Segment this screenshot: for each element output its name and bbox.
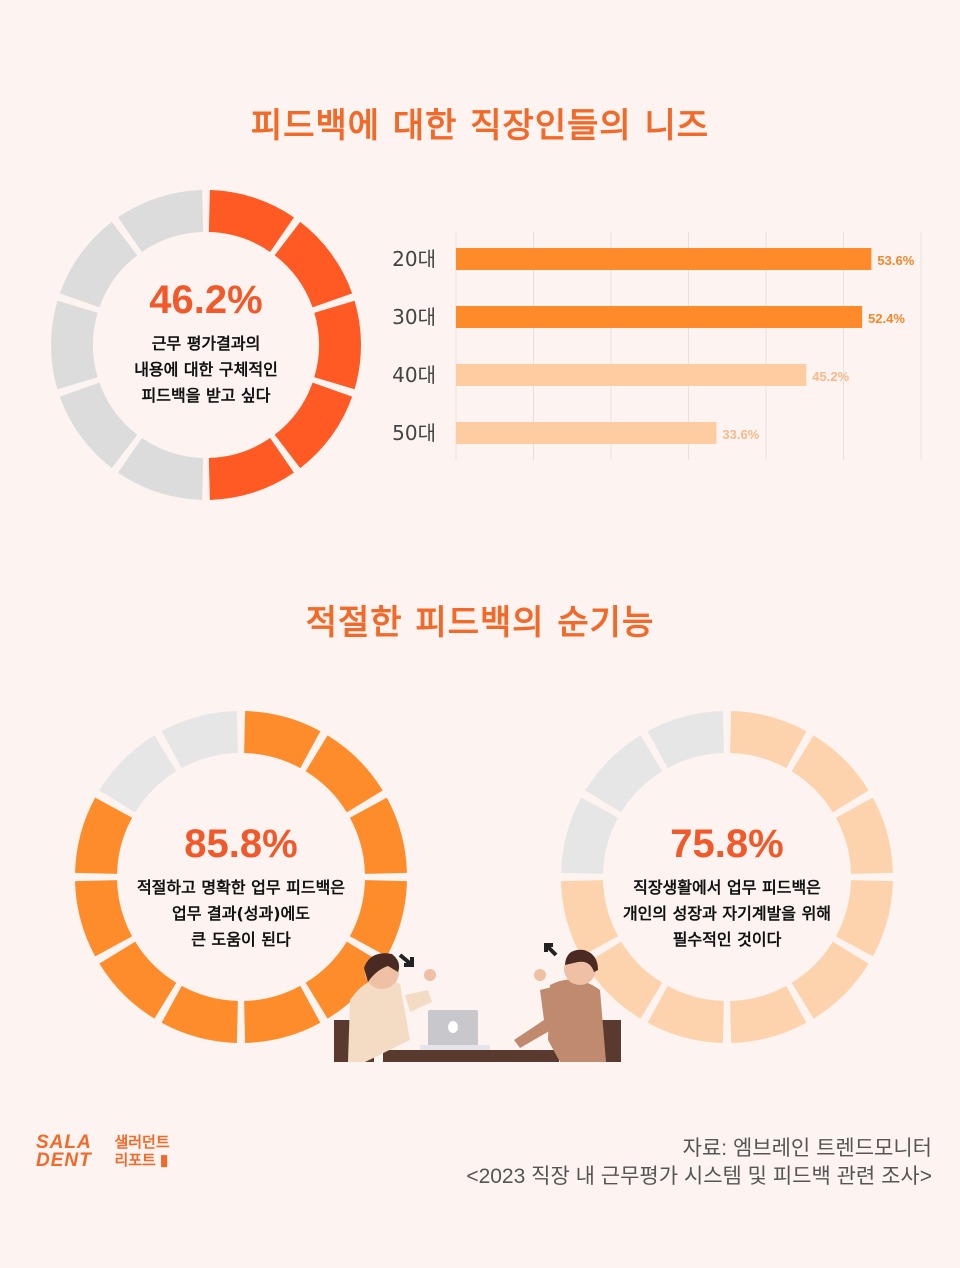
performance-donut-segment [305,735,383,813]
needs-donut-segment [314,300,361,390]
performance-donut-segment [305,941,383,1019]
bar [456,248,872,270]
performance-donut-segment [244,711,321,769]
growth-donut-segment [561,797,619,874]
performance-donut-caption-line: 큰 도움이 된다 [191,930,291,949]
performance-donut-segment [349,797,407,874]
performance-donut-segment [75,880,133,957]
bookmark-icon: ▮ [160,1152,169,1169]
logo-text-en: SALA DENT [36,1132,110,1171]
brand-logo: SALA DENT 샐러던트 리포트 ▮ [36,1132,170,1171]
bar-value-label: 33.6% [722,427,759,442]
needs-donut-segment [118,190,204,252]
logo-text-ko: 샐러던트 리포트 ▮ [114,1134,169,1170]
growth-donut-segment [791,941,869,1019]
needs-donut-caption-line: 내용에 대한 구체적인 [134,360,278,379]
section-title-functions: 적절한 피드백의 순기능 [305,603,655,643]
growth-donut-segment [647,711,724,769]
bar-category-label: 20대 [392,247,436,271]
needs-donut-caption-line: 피드백을 받고 싶다 [142,386,271,405]
needs-donut-segment [118,438,204,500]
growth-donut-caption-line: 개인의 성장과 자기계발을 위해 [623,904,831,923]
bar-value-label: 45.2% [812,369,849,384]
growth-donut-caption-line: 필수적인 것이다 [673,930,782,949]
logo-en-line1: SALA [36,1132,92,1153]
growth-donut-segment [561,880,619,957]
source-line-2: <2023 직장 내 근무평가 시스템 및 피드백 관련 조사> [466,1165,932,1188]
needs-donut-percent: 46.2% [149,278,262,322]
performance-donut-segment [161,711,238,769]
needs-donut-segment [59,382,138,469]
growth-donut-percent: 75.8% [670,822,783,866]
bar-category-label: 50대 [392,421,436,445]
performance-donut-segment [161,985,238,1043]
needs-donut-segment [274,221,353,308]
needs-donut-segment [274,382,353,469]
section-title-needs: 피드백에 대한 직장인들의 니즈 [250,106,710,146]
bar-category-label: 40대 [392,363,436,387]
growth-donut-segment [835,880,893,957]
bar [456,422,717,444]
source-line-1: 자료: 엠브레인 트렌드모니터 [682,1137,932,1160]
needs-donut-segment [59,221,138,308]
bar [456,306,863,328]
growth-donut-segment [730,985,807,1043]
logo-en-line2: DENT [36,1150,92,1171]
performance-donut-caption-line: 적절하고 명확한 업무 피드백은 [137,878,345,897]
growth-donut-segment [730,711,807,769]
performance-donut-segment [99,941,177,1019]
performance-donut-percent: 85.8% [184,822,297,866]
performance-donut-caption-line: 업무 결과(성과)에도 [172,904,310,923]
needs-donut-segment [51,300,98,390]
growth-donut-segment [791,735,869,813]
logo-ko-line2: 리포트 [114,1152,156,1169]
logo-ko-line1: 샐러던트 [114,1134,170,1151]
needs-donut-segment [208,190,294,252]
bar-category-label: 30대 [392,305,436,329]
people-illustration [334,943,621,1062]
bar [456,364,807,386]
performance-donut-segment [244,985,321,1043]
performance-donut-segment [75,797,133,874]
bar-value-label: 52.4% [868,311,905,326]
growth-donut-caption-line: 직장생활에서 업무 피드백은 [633,878,821,897]
growth-donut-segment [835,797,893,874]
growth-donut-segment [585,735,663,813]
bar-value-label: 53.6% [877,253,914,268]
bar-chart-age: 20대 53.6% 30대 52.4% 40대 45.2% 50대 33.6% [392,232,922,460]
needs-donut-segment [208,438,294,500]
performance-donut-segment [349,880,407,957]
performance-donut-segment [99,735,177,813]
growth-donut-segment [647,985,724,1043]
growth-donut-segment [585,941,663,1019]
needs-donut-caption-line: 근무 평가결과의 [152,334,261,353]
